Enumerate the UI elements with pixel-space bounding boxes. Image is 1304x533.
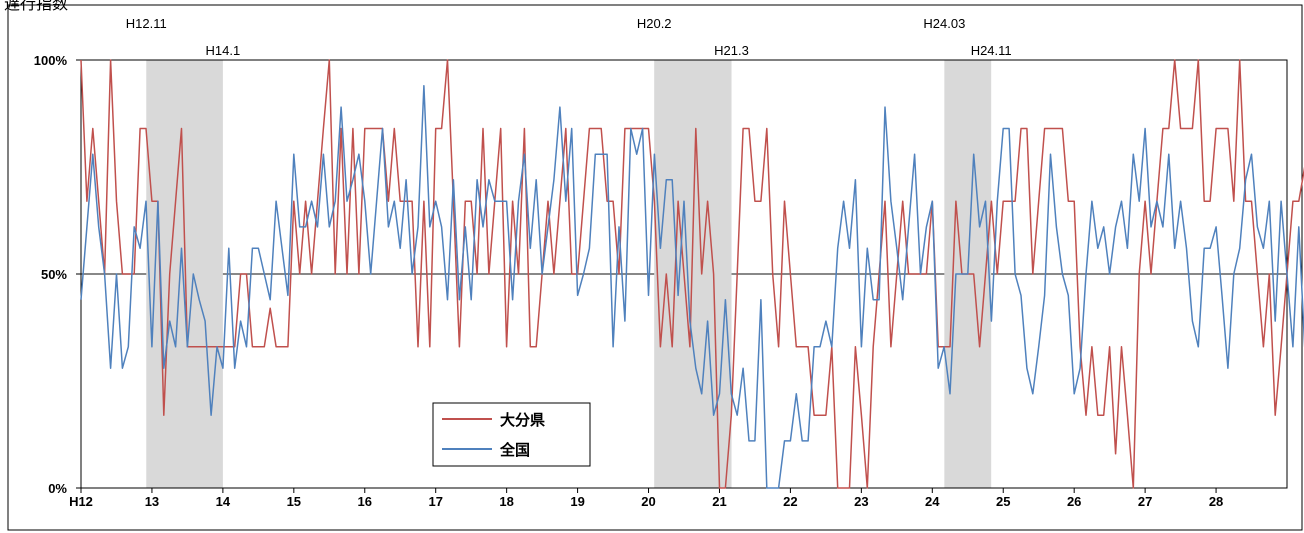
series-line-2 (80, 84, 1304, 489)
legend-box (432, 402, 591, 467)
x-tick-label: 24 (925, 494, 940, 509)
x-tick-label: 26 (1067, 494, 1081, 509)
series-lines (80, 59, 1304, 489)
x-axis: H12 13 14 15 16 17 18 19 20 21 22 23 24 25 26 27 28 (69, 488, 1223, 509)
x-tick-label: 20 (641, 494, 655, 509)
y-tick-label: 0% (48, 481, 67, 496)
x-tick-label: 17 (428, 494, 442, 509)
recession-start-label-1: H12.11 (126, 16, 167, 31)
y-tick-label: 100% (34, 53, 68, 68)
x-tick-label: 16 (358, 494, 372, 509)
recession-end-label-3: H24.11 (971, 43, 1012, 58)
recession-band-1 (146, 60, 223, 488)
x-tick-label: 21 (712, 494, 726, 509)
recession-annotations: H12.11 H14.1 H20.2 H21.3 H24.03 H24.11 (126, 16, 1012, 58)
chart-frame (7, 4, 1303, 531)
x-tick-label: 15 (287, 494, 301, 509)
y-tick-label: 50% (41, 267, 67, 282)
x-tick-label: 19 (570, 494, 584, 509)
x-tick-label: 13 (145, 494, 159, 509)
series-line-1 (80, 59, 1304, 489)
x-tick-label: H12 (69, 494, 93, 509)
recession-start-label-3: H24.03 (923, 16, 965, 31)
recession-end-label-2: H21.3 (714, 43, 749, 58)
x-tick-label: 27 (1138, 494, 1152, 509)
recession-start-label-2: H20.2 (637, 16, 672, 31)
legend-label-1: 大分県 (500, 411, 545, 429)
x-tick-label: 22 (783, 494, 797, 509)
x-tick-label: 14 (216, 494, 231, 509)
legend-label-2: 全国 (499, 441, 530, 459)
x-tick-label: 18 (499, 494, 513, 509)
x-tick-label: 28 (1209, 494, 1223, 509)
recession-bands (146, 60, 992, 488)
y-axis: 0% 50% 100% (34, 53, 81, 496)
x-tick-label: 25 (996, 494, 1010, 509)
x-tick-label: 23 (854, 494, 868, 509)
recession-band-2 (654, 60, 732, 488)
chart-title: 遅行指数 (4, 0, 69, 13)
recession-end-label-1: H14.1 (206, 43, 241, 58)
